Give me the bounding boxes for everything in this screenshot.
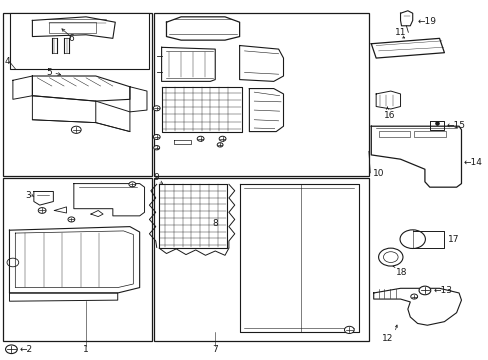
- Circle shape: [217, 143, 223, 147]
- Text: 12: 12: [381, 334, 392, 343]
- Text: 11: 11: [394, 28, 406, 37]
- Bar: [3, 13, 152, 176]
- Circle shape: [344, 326, 353, 333]
- Circle shape: [5, 345, 17, 354]
- Circle shape: [197, 136, 203, 141]
- Text: 3: 3: [25, 190, 31, 199]
- Bar: [154, 13, 368, 176]
- Circle shape: [154, 145, 159, 150]
- Bar: [154, 178, 368, 341]
- Text: ←14: ←14: [463, 158, 482, 167]
- Circle shape: [129, 182, 136, 187]
- Text: 6: 6: [68, 34, 74, 43]
- Text: 4: 4: [4, 57, 10, 66]
- Circle shape: [410, 294, 417, 299]
- Text: ←15: ←15: [446, 121, 465, 130]
- Text: ←13: ←13: [433, 286, 452, 295]
- Bar: [3, 178, 152, 341]
- Text: 9: 9: [153, 173, 159, 182]
- Circle shape: [38, 208, 46, 213]
- Circle shape: [418, 286, 430, 295]
- Text: ←2: ←2: [19, 345, 32, 354]
- Text: ←19: ←19: [417, 17, 436, 26]
- Text: 5: 5: [46, 68, 52, 77]
- Text: 8: 8: [212, 219, 218, 228]
- Circle shape: [219, 136, 225, 141]
- Circle shape: [153, 134, 160, 139]
- Circle shape: [153, 106, 160, 111]
- Circle shape: [68, 217, 75, 222]
- Text: 17: 17: [447, 235, 459, 244]
- Bar: [10, 13, 149, 69]
- Bar: [378, 131, 409, 137]
- Circle shape: [71, 126, 81, 134]
- Text: 16: 16: [383, 111, 394, 120]
- Text: 18: 18: [395, 268, 407, 277]
- Text: 7: 7: [212, 345, 218, 354]
- Text: 10: 10: [372, 169, 384, 178]
- Bar: [413, 131, 445, 137]
- Text: 1: 1: [83, 345, 89, 354]
- Bar: [49, 22, 96, 33]
